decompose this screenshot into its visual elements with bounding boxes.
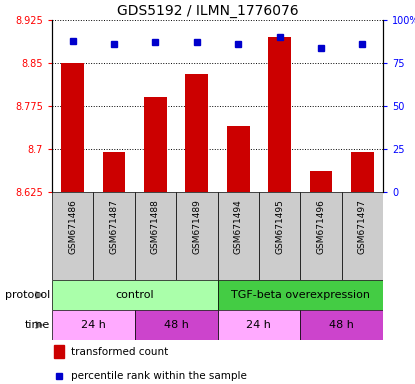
Text: 24 h: 24 h [247,320,271,330]
Bar [135,192,176,280]
Bar [342,192,383,280]
Text: GSM671489: GSM671489 [192,199,201,254]
Bar [54,345,64,359]
Bar [300,192,342,280]
Bar [103,152,125,192]
Text: GDS5192 / ILMN_1776076: GDS5192 / ILMN_1776076 [117,4,298,18]
Text: protocol: protocol [5,290,50,300]
Bar [52,192,93,280]
Bar [217,280,383,310]
Text: 48 h: 48 h [329,320,354,330]
Text: GSM671488: GSM671488 [151,199,160,254]
Text: GSM671487: GSM671487 [110,199,119,254]
Bar [217,192,259,280]
Bar [268,37,291,192]
Bar [300,310,383,340]
Bar [186,74,208,192]
Text: time: time [24,320,50,330]
Text: GSM671495: GSM671495 [275,199,284,254]
Text: GSM671486: GSM671486 [68,199,77,254]
Text: TGF-beta overexpression: TGF-beta overexpression [231,290,370,300]
Bar [259,192,300,280]
Text: GSM671494: GSM671494 [234,199,243,254]
Text: GSM671496: GSM671496 [317,199,325,254]
Bar [135,310,217,340]
Bar [351,152,374,192]
Bar [61,63,84,192]
Bar [52,280,217,310]
Bar [227,126,249,192]
Text: percentile rank within the sample: percentile rank within the sample [71,371,247,381]
Bar [52,310,135,340]
Text: GSM671497: GSM671497 [358,199,367,254]
Bar [217,310,300,340]
Text: 48 h: 48 h [164,320,188,330]
Bar [176,192,217,280]
Bar [310,171,332,192]
Text: 24 h: 24 h [81,320,106,330]
Bar [144,98,167,192]
Text: transformed count: transformed count [71,347,168,357]
Bar [93,192,135,280]
Text: control: control [115,290,154,300]
